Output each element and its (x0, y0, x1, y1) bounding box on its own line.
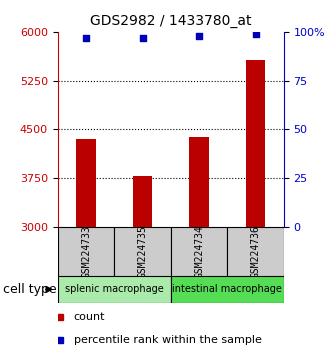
Point (253, 31, 258, 37)
Bar (189, 137, 209, 227)
Bar (114, 227, 171, 276)
Point (196, 33, 202, 39)
Point (83, 35, 89, 41)
Text: GSM224735: GSM224735 (138, 225, 148, 278)
Point (140, 35, 145, 41)
Text: percentile rank within the sample: percentile rank within the sample (74, 335, 261, 345)
Bar (76, 139, 96, 227)
Bar (58, 227, 114, 276)
Bar (227, 227, 284, 276)
Text: intestinal macrophage: intestinal macrophage (172, 284, 282, 295)
Bar (171, 276, 284, 303)
Text: GSM224736: GSM224736 (250, 225, 261, 278)
Bar (246, 61, 265, 227)
Title: GDS2982 / 1433780_at: GDS2982 / 1433780_at (90, 14, 251, 28)
Text: splenic macrophage: splenic macrophage (65, 284, 164, 295)
Text: GSM224733: GSM224733 (81, 225, 91, 278)
Text: GSM224734: GSM224734 (194, 225, 204, 278)
Bar (171, 227, 227, 276)
Bar (58, 276, 171, 303)
Text: cell type: cell type (3, 283, 57, 296)
Text: count: count (74, 312, 105, 322)
Bar (133, 176, 152, 227)
